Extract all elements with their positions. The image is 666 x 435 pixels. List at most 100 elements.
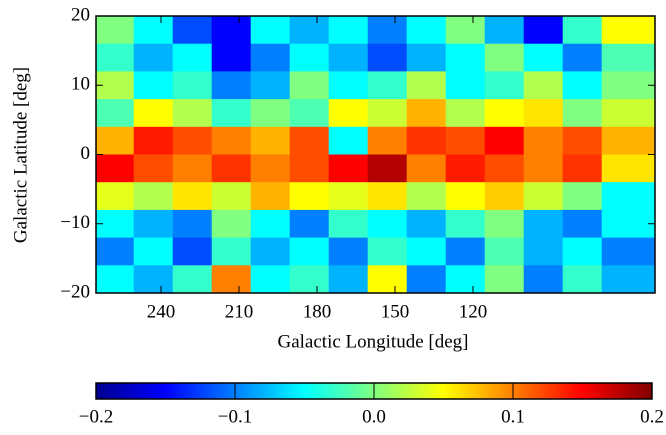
heatmap-cell (484, 99, 525, 128)
heatmap-cell (289, 265, 330, 293)
heatmap-cell (601, 209, 655, 239)
heatmap-cell (211, 182, 252, 211)
heatmap-cell (211, 99, 252, 128)
heatmap-cell (133, 43, 174, 72)
heatmap-cell (211, 16, 252, 45)
heatmap-cell (601, 237, 655, 266)
heatmap-cell (172, 182, 213, 211)
heatmap-cell (406, 16, 447, 45)
heatmap-cell (133, 237, 174, 266)
heatmap-cell (445, 182, 486, 211)
heatmap-cell (406, 237, 447, 266)
heatmap-cell (523, 209, 564, 239)
x-axis-label: Galactic Longitude [deg] (278, 331, 469, 352)
colorbar-tick-label: −0.2 (79, 406, 113, 427)
heatmap-cell (562, 182, 603, 211)
heatmap-cell (484, 154, 525, 183)
heatmap-cell (523, 154, 564, 183)
heatmap-cell (211, 43, 252, 72)
heatmap-cell (133, 209, 174, 239)
heatmap-cell (211, 237, 252, 266)
heatmap-cell (133, 265, 174, 293)
heatmap-cell (250, 16, 291, 45)
heatmap-cell (133, 16, 174, 45)
heatmap-cell (289, 237, 330, 266)
heatmap-cell (328, 209, 369, 239)
heatmap-cell (172, 16, 213, 45)
heatmap-cell (328, 154, 369, 183)
heatmap-cell (96, 265, 135, 293)
heatmap-cell (289, 209, 330, 239)
heatmap-cell (172, 154, 213, 183)
heatmap-cell (289, 16, 330, 45)
heatmap-cell (367, 209, 408, 239)
heatmap-cell (484, 71, 525, 100)
heatmap-cell (133, 126, 174, 155)
x-tick-label: 150 (381, 301, 410, 322)
heatmap-cell (172, 43, 213, 72)
heatmap-cell (445, 43, 486, 72)
heatmap-cell (367, 154, 408, 183)
heatmap-cell (445, 154, 486, 183)
heatmap-cell (96, 43, 135, 72)
heatmap-cell (484, 182, 525, 211)
heatmap-cell (601, 71, 655, 100)
heatmap-cell (523, 71, 564, 100)
heatmap-cell (523, 237, 564, 266)
heatmap-cell (562, 237, 603, 266)
heatmap-cell (367, 265, 408, 293)
heatmap-cell (96, 99, 135, 128)
heatmap-cell (523, 43, 564, 72)
x-tick-label: 120 (459, 301, 488, 322)
heatmap-cell (406, 43, 447, 72)
heatmap-cell (484, 16, 525, 45)
heatmap-cell (367, 126, 408, 155)
heatmap-cell (523, 265, 564, 293)
heatmap-cell (133, 182, 174, 211)
heatmap-cell (172, 237, 213, 266)
y-tick-label: 20 (71, 4, 90, 25)
heatmap-cell (96, 126, 135, 155)
heatmap-cell (328, 265, 369, 293)
heatmap-cell (250, 43, 291, 72)
heatmap-cell (406, 154, 447, 183)
heatmap-cell (96, 182, 135, 211)
heatmap-cell (484, 237, 525, 266)
heatmap-cell (96, 154, 135, 183)
heatmap-cell (562, 43, 603, 72)
heatmap-cell (289, 126, 330, 155)
heatmap-cell (250, 71, 291, 100)
heatmap (96, 16, 655, 293)
heatmap-cell (562, 265, 603, 293)
heatmap-cell (328, 43, 369, 72)
colorbar-tick-label: 0.2 (640, 406, 664, 427)
heatmap-cell (96, 237, 135, 266)
heatmap-cell (172, 209, 213, 239)
heatmap-cell (562, 99, 603, 128)
heatmap-cell (562, 16, 603, 45)
y-tick-label: −10 (60, 212, 90, 233)
x-tick-label: 210 (225, 301, 254, 322)
heatmap-cell (601, 16, 655, 45)
heatmap-cell (562, 126, 603, 155)
heatmap-cell (211, 265, 252, 293)
heatmap-cell (133, 99, 174, 128)
y-tick-label: 0 (81, 143, 91, 164)
heatmap-cell (406, 126, 447, 155)
heatmap-cell (523, 16, 564, 45)
heatmap-cell (250, 209, 291, 239)
heatmap-cell (406, 265, 447, 293)
heatmap-cell (172, 71, 213, 100)
y-tick-label: −20 (60, 281, 90, 302)
heatmap-cell (445, 209, 486, 239)
heatmap-cell (250, 154, 291, 183)
heatmap-cell (328, 71, 369, 100)
heatmap-cell (601, 99, 655, 128)
heatmap-cell (250, 265, 291, 293)
heatmap-cell (328, 182, 369, 211)
x-tick-label: 240 (147, 301, 176, 322)
heatmap-cell (445, 126, 486, 155)
heatmap-cell (445, 265, 486, 293)
heatmap-cell (96, 16, 135, 45)
